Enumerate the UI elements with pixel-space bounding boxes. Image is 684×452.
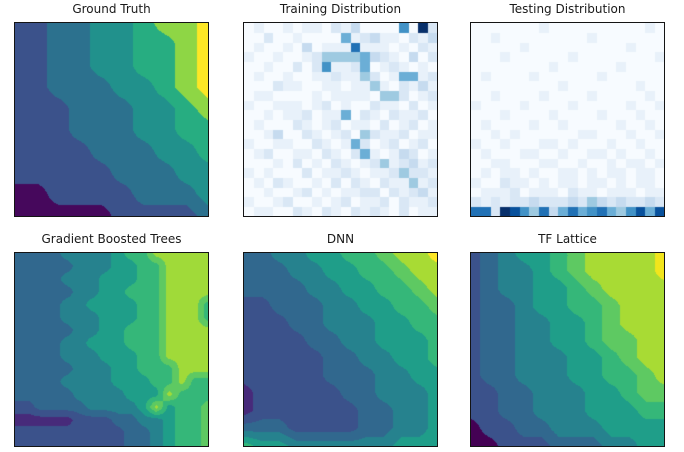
gradient-boosted-trees-plot-canvas <box>14 252 209 447</box>
subplot-dnn: DNN <box>243 230 438 447</box>
tf-lattice-plot-canvas <box>470 252 665 447</box>
subplot-title: DNN <box>326 232 355 246</box>
subplot-title: Training Distribution <box>279 2 402 16</box>
subplot-testing-distribution: Testing Distribution <box>470 0 665 217</box>
ground-truth-plot-canvas <box>14 22 209 217</box>
subplot-tf-lattice: TF Lattice <box>470 230 665 447</box>
training-distribution-plot-canvas <box>243 22 438 217</box>
subplot-title: Gradient Boosted Trees <box>41 232 182 246</box>
subplot-ground-truth: Ground Truth <box>14 0 209 217</box>
subplot-title: TF Lattice <box>538 232 597 246</box>
subplot-title: Testing Distribution <box>509 2 626 16</box>
subplot-gradient-boosted-trees: Gradient Boosted Trees <box>14 230 209 447</box>
subplot-training-distribution: Training Distribution <box>243 0 438 217</box>
dnn-plot-canvas <box>243 252 438 447</box>
testing-distribution-plot-canvas <box>470 22 665 217</box>
subplot-title: Ground Truth <box>72 2 151 16</box>
